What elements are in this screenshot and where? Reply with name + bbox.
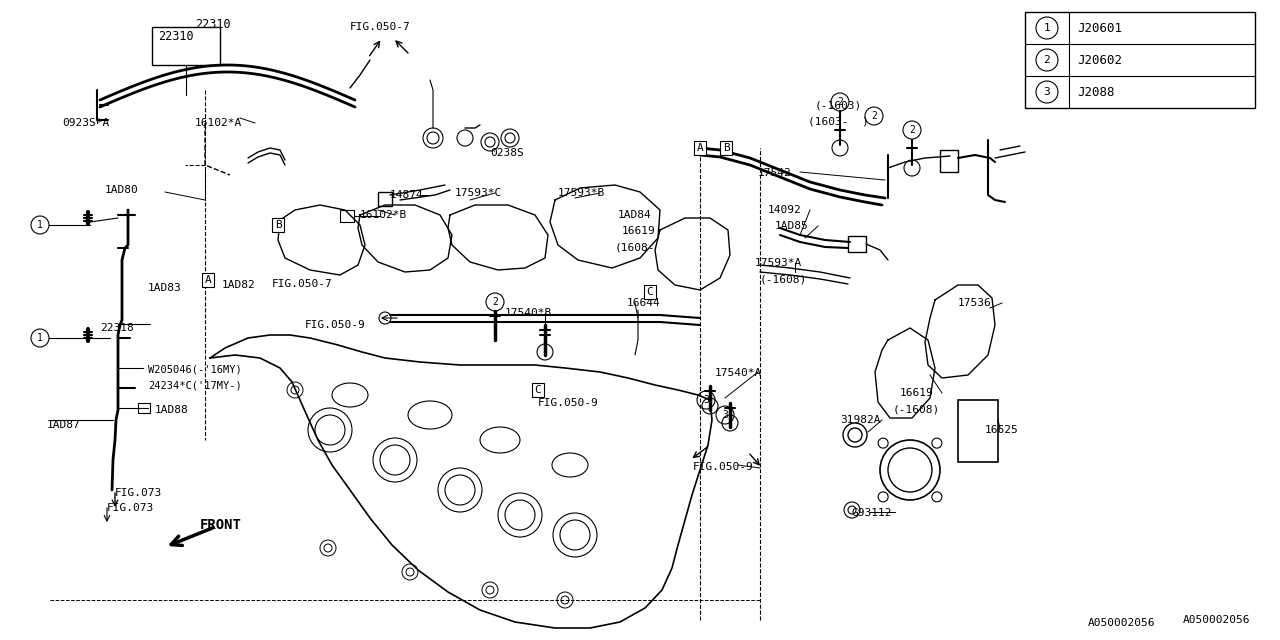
Text: 3: 3 xyxy=(722,410,728,420)
Text: J2088: J2088 xyxy=(1076,86,1115,99)
Text: FRONT: FRONT xyxy=(200,518,242,532)
Text: 1AD88: 1AD88 xyxy=(155,405,188,415)
Polygon shape xyxy=(358,205,452,272)
Text: 14874: 14874 xyxy=(390,190,424,200)
Text: 1: 1 xyxy=(37,333,44,343)
Text: 16619: 16619 xyxy=(900,388,933,398)
Bar xyxy=(340,210,355,222)
Text: A050002056: A050002056 xyxy=(1088,618,1155,628)
Polygon shape xyxy=(655,218,730,290)
Text: FIG.050-7: FIG.050-7 xyxy=(349,22,411,32)
Text: 16625: 16625 xyxy=(986,425,1019,435)
Bar xyxy=(940,150,957,172)
Text: FIG.050-7: FIG.050-7 xyxy=(273,279,333,289)
Bar xyxy=(849,236,867,252)
Text: J20602: J20602 xyxy=(1076,54,1123,67)
Text: 0923S*A: 0923S*A xyxy=(61,118,109,128)
Bar xyxy=(378,192,392,206)
Text: 22310: 22310 xyxy=(157,30,193,43)
Text: 16619: 16619 xyxy=(622,226,655,236)
Text: (-1608): (-1608) xyxy=(893,404,941,414)
Text: A: A xyxy=(696,143,704,153)
Text: 17593*C: 17593*C xyxy=(454,188,502,198)
Text: 2: 2 xyxy=(837,97,844,107)
Bar xyxy=(957,400,998,462)
Text: A050002056: A050002056 xyxy=(1183,615,1251,625)
Text: C: C xyxy=(646,287,653,297)
Text: 16644: 16644 xyxy=(627,298,660,308)
Bar xyxy=(1025,12,1254,108)
Text: 31982A: 31982A xyxy=(840,415,881,425)
Text: W205046(-'16MY): W205046(-'16MY) xyxy=(148,365,242,375)
Text: 17540*A: 17540*A xyxy=(716,368,763,378)
Text: (1603-  ): (1603- ) xyxy=(808,116,869,126)
Text: FIG.050-9: FIG.050-9 xyxy=(692,462,754,472)
Text: 2: 2 xyxy=(872,111,877,121)
Text: (-1608): (-1608) xyxy=(760,274,808,284)
Polygon shape xyxy=(448,205,548,270)
Text: FIG.073: FIG.073 xyxy=(115,488,163,498)
Polygon shape xyxy=(550,185,660,268)
Text: 3: 3 xyxy=(703,395,709,405)
Text: 2: 2 xyxy=(1043,55,1051,65)
Polygon shape xyxy=(210,335,712,628)
Text: B: B xyxy=(275,220,282,230)
Text: (1608-: (1608- xyxy=(614,242,655,252)
Text: 17542: 17542 xyxy=(758,168,792,178)
Text: 17593*B: 17593*B xyxy=(558,188,605,198)
Text: 17593*A: 17593*A xyxy=(755,258,803,268)
Text: 22310: 22310 xyxy=(195,18,230,31)
Text: FIG.073: FIG.073 xyxy=(108,503,155,513)
Text: (-1603): (-1603) xyxy=(815,100,863,110)
Text: 1: 1 xyxy=(1043,23,1051,33)
Polygon shape xyxy=(876,328,934,418)
Text: 16102*B: 16102*B xyxy=(360,210,407,220)
Text: 22318: 22318 xyxy=(100,323,133,333)
Bar xyxy=(152,27,220,65)
Text: 1AD84: 1AD84 xyxy=(618,210,652,220)
Bar xyxy=(138,403,150,413)
Text: 16102*A: 16102*A xyxy=(195,118,242,128)
Text: B: B xyxy=(723,143,730,153)
Text: 1AD80: 1AD80 xyxy=(105,185,138,195)
Text: FIG.050-9: FIG.050-9 xyxy=(305,320,366,330)
Text: C: C xyxy=(535,385,541,395)
Text: 1AD87: 1AD87 xyxy=(47,420,81,430)
Text: J20601: J20601 xyxy=(1076,22,1123,35)
Text: 2: 2 xyxy=(909,125,915,135)
Text: 14092: 14092 xyxy=(768,205,801,215)
Text: 3: 3 xyxy=(1043,87,1051,97)
Text: 1AD83: 1AD83 xyxy=(148,283,182,293)
Text: 1AD82: 1AD82 xyxy=(221,280,256,290)
Text: 1: 1 xyxy=(37,220,44,230)
Polygon shape xyxy=(925,285,995,378)
Text: A: A xyxy=(205,275,211,285)
Text: 2: 2 xyxy=(492,297,498,307)
Text: 0238S: 0238S xyxy=(490,148,524,158)
Text: G93112: G93112 xyxy=(852,508,892,518)
Text: 1AD85: 1AD85 xyxy=(774,221,809,231)
Text: 24234*C('17MY-): 24234*C('17MY-) xyxy=(148,381,242,391)
Polygon shape xyxy=(278,205,365,275)
Circle shape xyxy=(849,506,856,514)
Text: 17540*B: 17540*B xyxy=(506,308,552,318)
Text: FIG.050-9: FIG.050-9 xyxy=(538,398,599,408)
Text: 17536: 17536 xyxy=(957,298,992,308)
